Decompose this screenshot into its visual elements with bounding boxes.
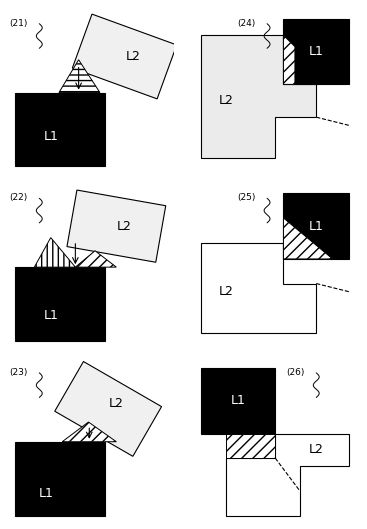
Bar xyxy=(283,19,349,84)
Polygon shape xyxy=(283,218,333,259)
Bar xyxy=(283,193,349,259)
Polygon shape xyxy=(67,190,166,262)
Polygon shape xyxy=(34,238,75,267)
Text: L2: L2 xyxy=(309,443,324,457)
Bar xyxy=(15,442,105,515)
Text: L2: L2 xyxy=(219,285,233,298)
Polygon shape xyxy=(226,434,275,458)
Text: L2: L2 xyxy=(219,94,233,107)
Polygon shape xyxy=(55,361,161,457)
Text: L1: L1 xyxy=(231,394,246,407)
Bar xyxy=(15,93,105,166)
Polygon shape xyxy=(72,14,177,99)
Text: L1: L1 xyxy=(43,130,58,143)
Text: L1: L1 xyxy=(39,487,54,500)
Polygon shape xyxy=(201,242,316,333)
Text: (21): (21) xyxy=(10,19,28,28)
Text: (24): (24) xyxy=(237,19,255,28)
Polygon shape xyxy=(59,60,100,93)
Text: (22): (22) xyxy=(10,193,28,203)
Polygon shape xyxy=(62,422,116,442)
Text: L1: L1 xyxy=(309,220,324,233)
Text: (25): (25) xyxy=(237,193,255,203)
Text: L1: L1 xyxy=(309,45,324,58)
Bar xyxy=(15,267,105,341)
Polygon shape xyxy=(75,251,116,267)
Text: L2: L2 xyxy=(117,220,132,233)
Text: L2: L2 xyxy=(125,50,140,63)
Bar xyxy=(201,368,275,434)
Text: (26): (26) xyxy=(286,368,305,377)
Text: L1: L1 xyxy=(43,308,58,322)
Polygon shape xyxy=(226,434,349,515)
Text: (23): (23) xyxy=(10,368,28,377)
Polygon shape xyxy=(283,35,295,84)
Polygon shape xyxy=(201,35,316,158)
Text: L2: L2 xyxy=(109,397,124,411)
